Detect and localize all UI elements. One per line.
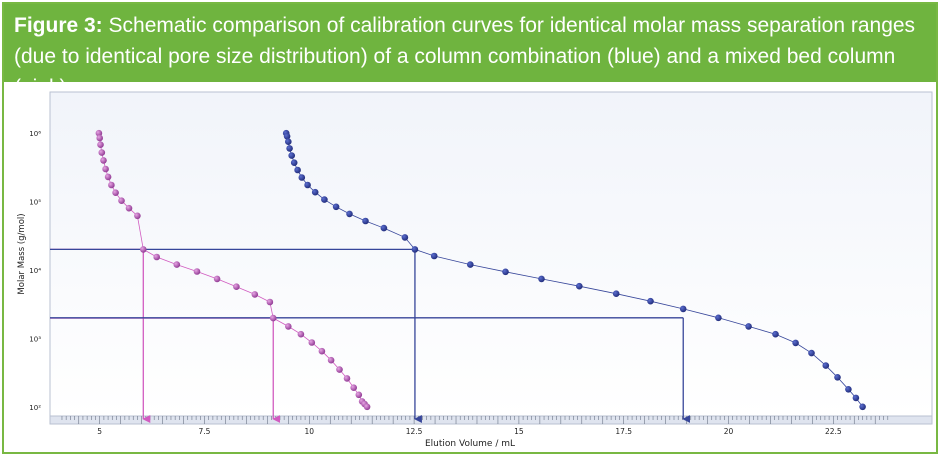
pink-data-point xyxy=(104,173,112,181)
x-tick-label: 15 xyxy=(514,427,524,436)
pink-data-point xyxy=(233,283,240,290)
blue-data-point xyxy=(576,282,583,290)
blue-data-point xyxy=(286,145,293,152)
pink-data-point xyxy=(297,330,305,338)
blue-data-point xyxy=(745,323,752,330)
blue-data-point xyxy=(679,305,687,313)
pink-data-point xyxy=(108,181,115,189)
y-tick-label: 10³ xyxy=(29,335,41,343)
data-points xyxy=(95,129,866,411)
blue-data-point xyxy=(792,339,799,347)
pink-data-point xyxy=(140,246,147,253)
blue-data-point xyxy=(362,217,369,225)
pink-data-point xyxy=(102,165,109,173)
blue-data-point xyxy=(612,290,620,297)
pink-data-point xyxy=(350,384,358,392)
guide-lines xyxy=(50,248,691,423)
pink-data-point xyxy=(269,314,277,322)
pink-data-point xyxy=(96,134,103,142)
calibration-chart: 10⁶ 10⁵ 10⁴ 10³ 10² 5 7.5 10 12.5 15 17.5 20 22.5 E… xyxy=(17,91,933,449)
blue-data-point xyxy=(285,138,292,145)
blue-data-point xyxy=(321,196,328,203)
pink-data-point xyxy=(327,356,335,364)
figure-caption: Figure 3: Schematic comparison of calibr… xyxy=(4,4,936,99)
blue-data-point xyxy=(808,349,815,357)
figure-caption-text: Schematic comparison of calibration curv… xyxy=(14,14,916,99)
pink-data-point xyxy=(153,253,160,261)
pink-data-point xyxy=(134,212,141,220)
pink-data-point xyxy=(266,298,274,306)
blue-data-point xyxy=(346,210,353,218)
chart-area: 10⁶ 10⁵ 10⁴ 10³ 10² 5 7.5 10 12.5 15 17.5 20 22.5 E… xyxy=(10,90,934,450)
pink-data-point xyxy=(355,391,363,399)
blue-data-point xyxy=(859,403,866,411)
x-axis-label: Elution Volume / mL xyxy=(425,439,515,449)
y-tick-label: 10⁴ xyxy=(29,267,41,275)
blue-data-point xyxy=(772,330,779,338)
pink-data-point xyxy=(100,157,107,164)
figure-label: Figure 3: xyxy=(14,14,103,37)
blue-data-point xyxy=(290,159,298,166)
pink-data-point xyxy=(343,375,351,382)
blue-data-point xyxy=(311,188,319,196)
ruler-strip xyxy=(49,415,933,425)
blue-data-point xyxy=(647,297,654,305)
blue-data-point xyxy=(538,275,545,283)
blue-data-point xyxy=(715,314,722,322)
y-axis-label: Molar Mass (g/mol) xyxy=(17,213,27,294)
blue-data-point xyxy=(430,252,438,260)
pink-data-point xyxy=(336,366,343,373)
blue-data-point xyxy=(834,374,841,381)
blue-data-point xyxy=(401,234,409,241)
x-tick-label: 5 xyxy=(97,427,102,436)
x-tick-label: 20 xyxy=(724,427,734,436)
pink-data-point xyxy=(97,141,104,148)
pink-data-point xyxy=(213,275,221,283)
x-tick-label: 22.5 xyxy=(825,427,842,436)
x-axis-ruler xyxy=(49,415,933,425)
y-tick-label: 10⁶ xyxy=(29,130,41,138)
blue-data-point xyxy=(822,362,830,369)
blue-data-point xyxy=(298,174,306,181)
y-tick-label: 10² xyxy=(29,404,41,412)
y-tick-label: 10⁵ xyxy=(29,199,41,207)
y-axis-tick-labels: 10⁶ 10⁵ 10⁴ 10³ 10² xyxy=(29,130,41,412)
blue-data-point xyxy=(332,203,340,211)
blue-data-point xyxy=(467,261,474,268)
blue-data-point xyxy=(852,394,860,402)
blue-data-point xyxy=(502,268,509,276)
x-tick-label: 17.5 xyxy=(615,427,632,436)
blue-data-point xyxy=(283,133,291,140)
x-tick-label: 10 xyxy=(305,427,315,436)
x-tick-label: 7.5 xyxy=(199,427,211,436)
pink-data-point xyxy=(285,323,292,330)
pink-data-point xyxy=(363,403,371,411)
plot-background xyxy=(49,91,933,417)
pink-data-point xyxy=(98,149,106,156)
x-axis-tick-labels: 5 7.5 10 12.5 15 17.5 20 22.5 xyxy=(97,427,842,436)
blue-data-point xyxy=(304,181,311,189)
pink-data-point xyxy=(173,261,181,268)
pink-data-point xyxy=(308,339,316,346)
pink-data-point xyxy=(251,291,259,298)
blue-data-point xyxy=(380,224,388,232)
pink-data-point xyxy=(318,347,326,355)
blue-data-point xyxy=(294,166,301,174)
pink-data-point xyxy=(125,204,133,212)
pink-data-point xyxy=(112,189,119,196)
pink-data-point xyxy=(193,268,201,275)
blue-data-point xyxy=(288,152,296,159)
blue-data-point xyxy=(411,246,419,253)
x-tick-label: 12.5 xyxy=(406,427,423,436)
blue-data-point xyxy=(845,386,852,393)
pink-data-point xyxy=(118,197,125,204)
